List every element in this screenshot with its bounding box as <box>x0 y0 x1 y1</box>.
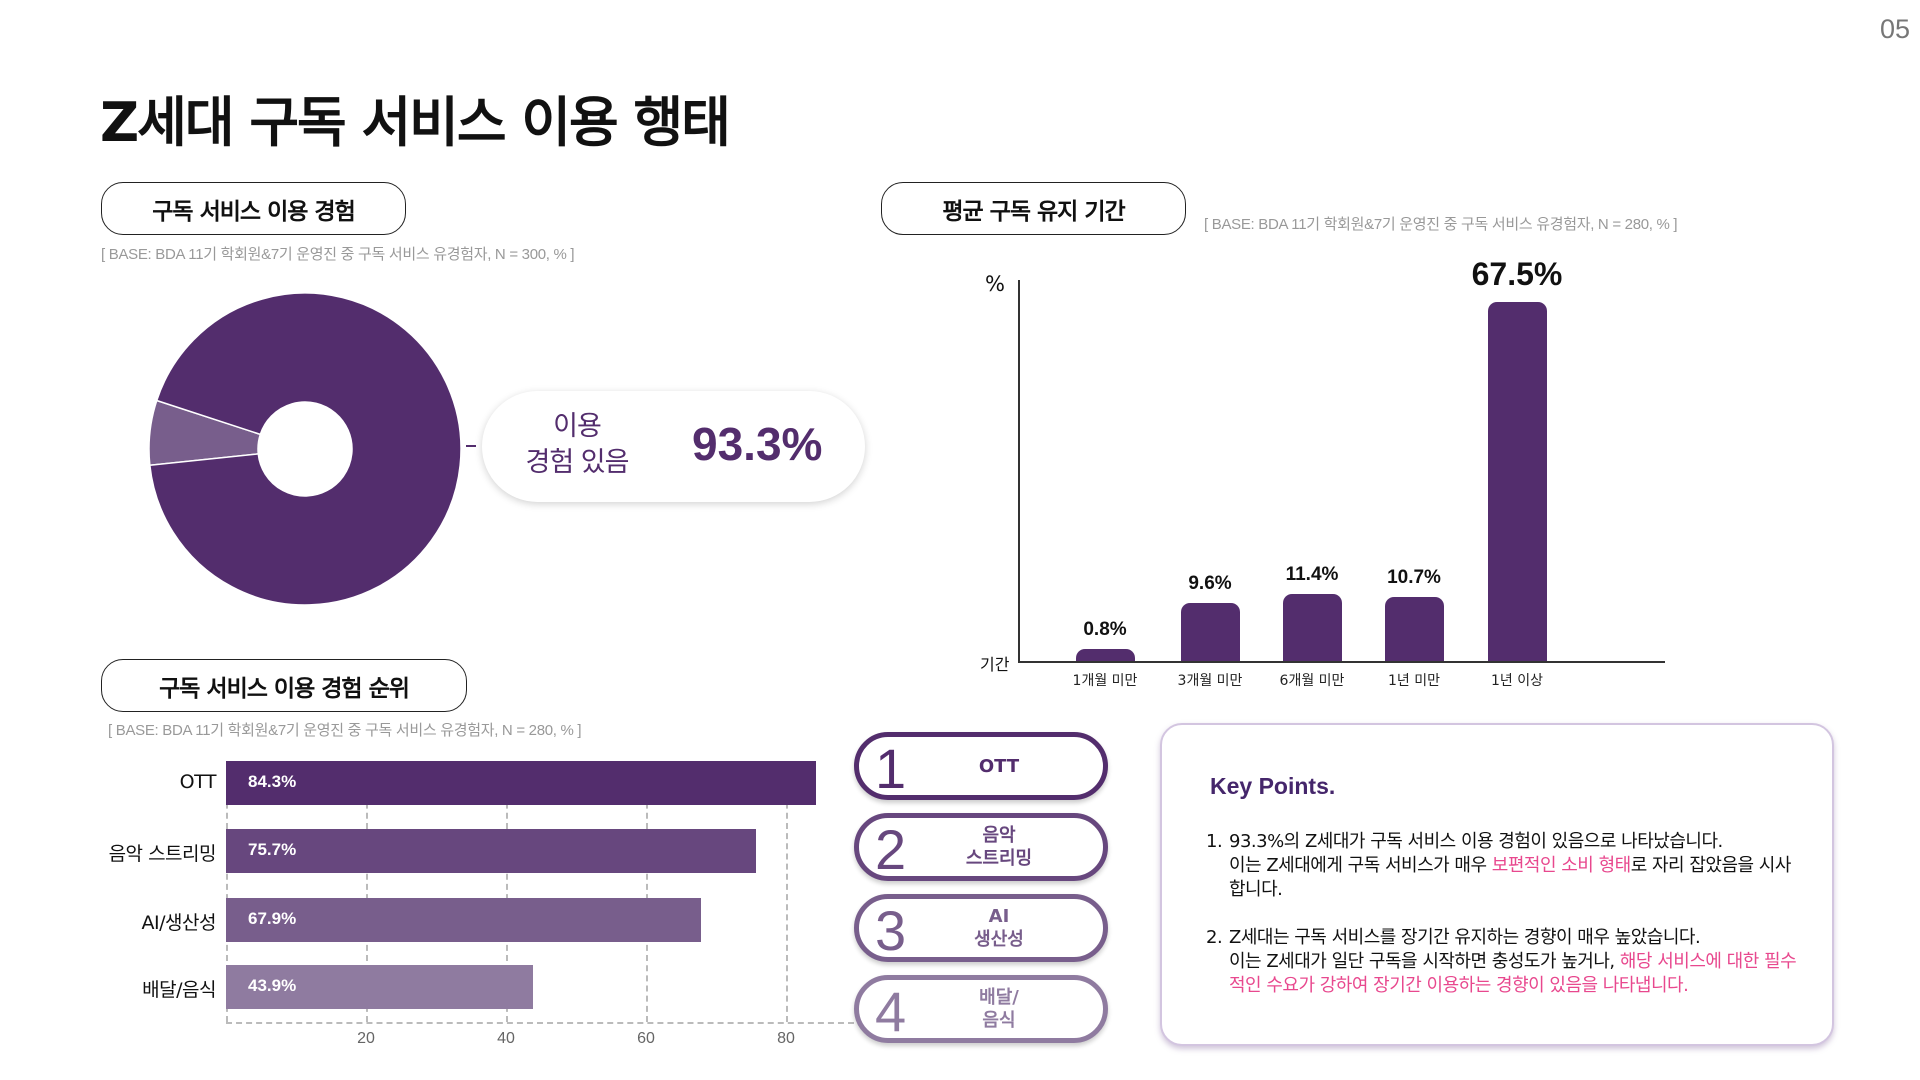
bar-data-label: 9.6% <box>1188 573 1232 595</box>
bar-data-label: 10.7% <box>1387 567 1441 589</box>
category-label: 배달/음식 <box>142 979 216 1001</box>
key-point-number: 1. <box>1206 831 1223 852</box>
gridline <box>786 762 788 1022</box>
duration-bar <box>1487 302 1547 661</box>
category-label: AI/생산성 <box>141 912 217 934</box>
rank-item: 4 배달/ 음식 <box>854 975 1108 1043</box>
ranking-bar: 43.9% <box>226 965 534 1009</box>
x-tick-label: 6개월 미만 <box>1279 673 1345 689</box>
page-title: Z세대 구독 서비스 이용 행태 <box>100 91 731 154</box>
key-point-text: 이는 Z세대에게 구독 서비스가 매우 <box>1229 855 1492 876</box>
x-tick-label: 1년 미만 <box>1388 673 1440 689</box>
ranking-bar: 67.9% <box>226 898 702 942</box>
key-point-item: 1. 93.3%의 Z세대가 구독 서비스 이용 경험이 있음으로 나타났습니다… <box>1206 830 1806 902</box>
bar-data-label: 67.9% <box>248 909 297 928</box>
x-axis-label: 기간 <box>980 655 1010 674</box>
duration-bar <box>1282 593 1342 661</box>
x-tick-label: 1년 이상 <box>1491 673 1543 689</box>
section-heading-ranking: 구독 서비스 이용 경험 순위 <box>101 659 467 712</box>
x-tick-label: 80 <box>777 1030 795 1047</box>
bar-data-label: 0.8% <box>1083 618 1127 640</box>
x-tick-label: 60 <box>637 1030 655 1047</box>
key-point-line: Z세대는 구독 서비스를 장기간 유지하는 경향이 매우 높았습니다. <box>1229 927 1701 948</box>
key-points-card: Key Points. 1. 93.3%의 Z세대가 구독 서비스 이용 경험이… <box>1160 723 1834 1046</box>
bar-data-label: 67.5% <box>1471 256 1563 292</box>
rank-number: 3 <box>875 899 907 962</box>
section-heading-duration: 평균 구독 유지 기간 <box>881 182 1186 235</box>
bar-data-label: 75.7% <box>248 840 297 859</box>
duration-bar <box>1384 597 1444 661</box>
rank-item: 2 음악 스트리밍 <box>854 813 1108 881</box>
duration-bar <box>1180 603 1240 661</box>
rank-number: 1 <box>875 737 907 800</box>
rank-number: 2 <box>875 818 907 881</box>
callout-value: 93.3% <box>692 418 823 470</box>
y-axis-label: % <box>985 272 1005 296</box>
gridline <box>226 762 228 1022</box>
key-point-highlight: 보편적인 소비 형태 <box>1491 855 1631 876</box>
x-axis <box>1018 661 1665 663</box>
base-note: [ BASE: BDA 11기 학회원&7기 운영진 중 구독 서비스 유경험자… <box>108 722 582 739</box>
key-point-line: 93.3%의 Z세대가 구독 서비스 이용 경험이 있음으로 나타났습니다. <box>1229 831 1723 852</box>
key-point-item: 2. Z세대는 구독 서비스를 장기간 유지하는 경향이 매우 높았습니다. 이는… <box>1206 926 1806 998</box>
rank-label: AI 생산성 <box>974 906 1024 950</box>
x-tick-label: 1개월 미만 <box>1072 673 1138 689</box>
duration-bar <box>1075 648 1135 661</box>
key-point-number: 2. <box>1206 927 1223 948</box>
donut-slice-experience <box>149 292 462 606</box>
base-note: [ BASE: BDA 11기 학회원&7기 운영진 중 구독 서비스 유경험자… <box>101 246 575 263</box>
gridline <box>506 762 508 1022</box>
rank-label: OTT <box>978 755 1020 777</box>
rank-item: 3 AI 생산성 <box>854 894 1108 962</box>
x-tick-label: 3개월 미만 <box>1177 673 1243 689</box>
rank-label: 음악 스트리밍 <box>965 825 1033 869</box>
category-label: OTT <box>179 771 217 793</box>
bar-data-label: 43.9% <box>248 976 297 995</box>
rank-item: 1 OTT <box>854 732 1108 800</box>
rank-label: 배달/ 음식 <box>979 987 1019 1031</box>
ranking-bar: 84.3% <box>226 761 817 805</box>
callout-connector <box>466 445 476 447</box>
key-point-text: 이는 Z세대가 일단 구독을 시작하면 충성도가 높거나, <box>1229 951 1620 972</box>
section-heading-experience: 구독 서비스 이용 경험 <box>101 182 406 235</box>
x-axis-dashed <box>226 1022 854 1024</box>
ranking-bar: 75.7% <box>226 829 756 873</box>
x-tick-label: 40 <box>497 1030 515 1047</box>
bar-data-label: 84.3% <box>248 772 297 791</box>
page-number: 05 <box>1880 14 1911 44</box>
key-points-title: Key Points. <box>1210 773 1336 799</box>
key-point-text: 로 자리 잡았음을 시사합니다. <box>1229 855 1791 900</box>
key-point-highlight: 해당 서비스에 대한 필수적인 수요가 강하여 장기간 이용하는 경향이 있음을… <box>1229 951 1797 996</box>
base-note: [ BASE: BDA 11기 학회원&7기 운영진 중 구독 서비스 유경험자… <box>1204 216 1678 233</box>
callout-label: 이용 경험 있음 <box>525 411 630 478</box>
x-tick-label: 20 <box>357 1030 375 1047</box>
bar-data-label: 11.4% <box>1285 563 1339 585</box>
rank-number: 4 <box>875 980 907 1043</box>
gridline <box>366 762 368 1022</box>
callout-pill: 이용 경험 있음 93.3% <box>482 391 865 502</box>
y-axis <box>1018 280 1020 663</box>
gridline <box>646 762 648 1022</box>
category-label: 음악 스트리밍 <box>108 843 217 865</box>
donut-chart <box>148 292 462 606</box>
